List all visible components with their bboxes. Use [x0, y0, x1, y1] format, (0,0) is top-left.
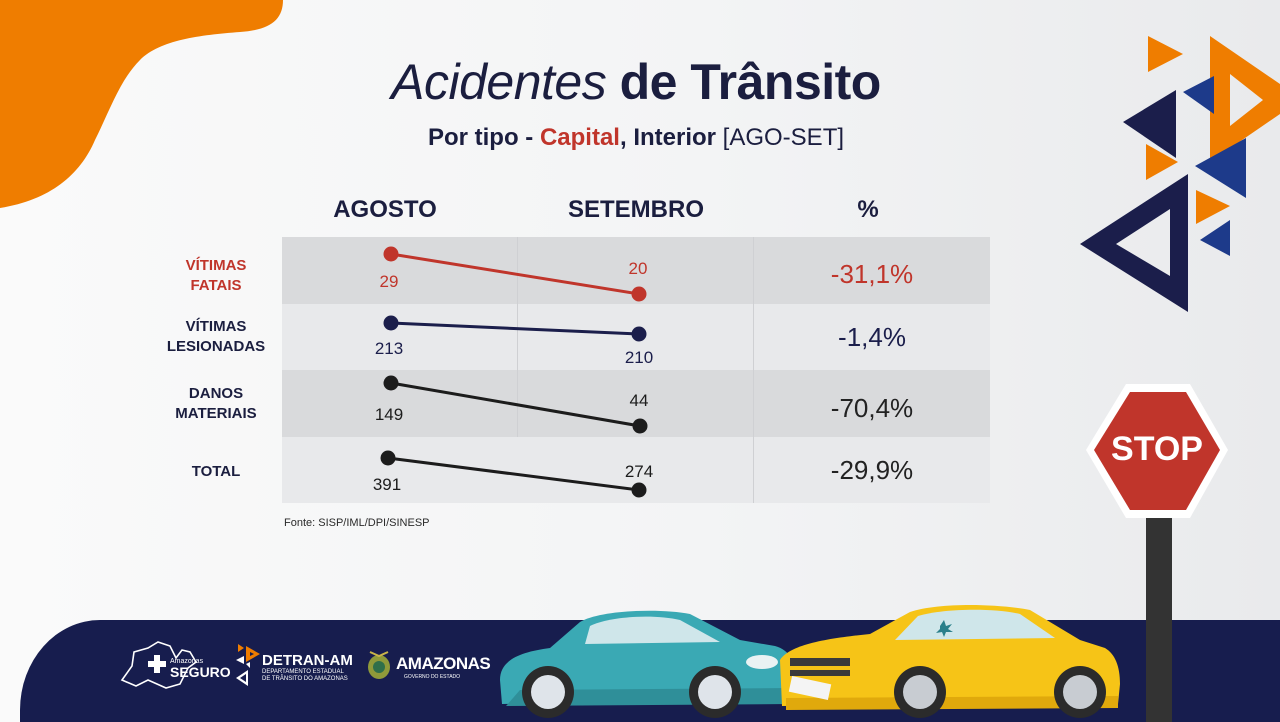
- stop-sign: [1086, 384, 1228, 722]
- pct-total: -29,9%: [830, 455, 914, 485]
- logo1-small-text: Amazonas: [170, 658, 204, 665]
- row-label-line: LESIONADAS: [166, 338, 266, 355]
- value-lesionadas-agosto: 213: [374, 339, 404, 358]
- subtitle-prefix: Por tipo -: [427, 124, 540, 151]
- orange-blob-decoration: [0, 0, 283, 208]
- logo1-big-text: SEGURO: [170, 664, 231, 680]
- subtitle-interior: Interior: [633, 124, 716, 151]
- column-header-percent: %: [857, 196, 879, 223]
- subtitle-period: [AGO-SET]: [716, 124, 845, 151]
- title-bold: de Trânsito: [619, 54, 882, 110]
- page-subtitle: Por tipo - Capital, Interior [AGO-SET]: [0, 122, 1272, 154]
- row-label-total: TOTAL: [150, 462, 282, 482]
- value-danos-agosto: 149: [374, 405, 404, 424]
- series-fatais: [383, 246, 647, 302]
- source-note: Fonte: SISP/IML/DPI/SINESP: [284, 517, 430, 529]
- detran-triangles-icon: [236, 644, 260, 686]
- series-danos: [383, 375, 648, 434]
- logo3-small-text: GOVERNO DO ESTADO: [404, 674, 461, 680]
- pct-fatais: -31,1%: [830, 259, 914, 289]
- value-danos-setembro: 44: [629, 391, 649, 410]
- subtitle-capital: Capital: [539, 124, 620, 151]
- row-label-line: FATAIS: [190, 277, 242, 294]
- teal-car: [500, 610, 795, 718]
- page-title: Acidentes de Trânsito: [0, 52, 1272, 112]
- logo2-big-text: DETRAN-AM: [262, 652, 353, 669]
- column-header-september: SETEMBRO: [567, 196, 704, 223]
- series-lesionadas: [383, 315, 647, 342]
- stop-sign-text: STOP: [1111, 430, 1203, 468]
- logo3-big-text: AMAZONAS: [396, 654, 491, 673]
- row-label-lesionadas: VÍTIMAS LESIONADAS: [150, 317, 282, 357]
- row-label-fatais: VÍTIMAS FATAIS: [150, 256, 282, 296]
- column-header-august: AGOSTO: [333, 196, 437, 223]
- logo-detran-am: DETRAN-AM DEPARTAMENTO ESTADUAL DE TRÂNS…: [234, 642, 354, 687]
- column-divider: [753, 237, 754, 503]
- pct-danos: -70,4%: [830, 393, 914, 423]
- title-italic: Acidentes: [391, 54, 607, 110]
- triangles-decoration: [1080, 36, 1280, 312]
- row-label-danos: DANOS MATERIAIS: [150, 384, 282, 424]
- row-label-line: VÍTIMAS: [185, 318, 247, 335]
- value-total-agosto: 391: [372, 475, 402, 494]
- logo-amazonas-seguro: Amazonas SEGURO: [118, 640, 231, 690]
- row-label-line: TOTAL: [191, 463, 241, 480]
- amazonas-map-icon: [120, 641, 198, 689]
- coat-of-arms-icon: [368, 651, 390, 679]
- value-fatais-setembro: 20: [628, 259, 648, 278]
- column-divider: [517, 237, 518, 437]
- pct-lesionadas: -1,4%: [838, 322, 906, 352]
- subtitle-separator: ,: [619, 124, 634, 151]
- value-total-setembro: 274: [624, 462, 654, 481]
- series-total: [380, 450, 647, 498]
- logo2-line1: DEPARTAMENTO ESTADUAL: [262, 669, 344, 675]
- row-label-line: DANOS: [188, 385, 244, 402]
- value-fatais-agosto: 29: [379, 272, 399, 291]
- value-lesionadas-setembro: 210: [624, 348, 654, 367]
- yellow-car: [780, 605, 1120, 718]
- car-crash-illustration: [500, 605, 1120, 718]
- logo-amazonas-governo: AMAZONAS GOVERNO DO ESTADO: [366, 648, 491, 688]
- row-label-line: MATERIAIS: [175, 405, 257, 422]
- logo2-line2: DE TRÂNSITO DO AMAZONAS: [262, 676, 348, 682]
- row-label-line: VÍTIMAS: [185, 257, 247, 274]
